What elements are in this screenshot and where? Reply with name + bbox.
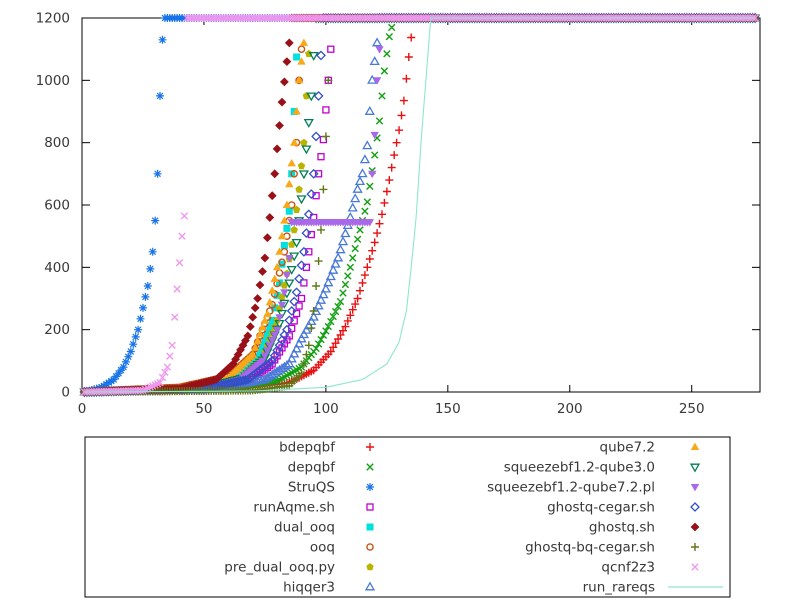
series-StruQS: [79, 13, 760, 397]
x-tick-label: 0: [78, 401, 87, 417]
y-tick-label: 800: [44, 135, 70, 151]
legend-item-qube7.2: qube7.2: [600, 440, 700, 456]
y-tick-label: 400: [44, 260, 70, 276]
legend-item-StruQS: StruQS: [288, 480, 375, 496]
x-tick-label: 100: [313, 401, 339, 417]
legend-item-squeezebf1.2-qube3.0: squeezebf1.2-qube3.0: [504, 460, 700, 476]
series-hiqqer3: [79, 13, 760, 396]
x-tick-label: 150: [435, 401, 461, 417]
legend-label: StruQS: [288, 480, 335, 496]
legend-label: runAqme.sh: [253, 500, 335, 516]
legend-marker-icon: [366, 523, 374, 531]
legend-marker-icon: [690, 502, 700, 512]
series-pre_dual_ooq.py: [80, 14, 759, 396]
series-ghostq.sh: [80, 13, 760, 397]
plot-border: [81, 17, 761, 393]
legend-label: ghostq-bq-cegar.sh: [525, 540, 655, 556]
legend-label: bdepqbf: [279, 440, 336, 456]
legend-marker-icon: [366, 563, 374, 571]
x-tick-label: 250: [679, 401, 705, 417]
legend-item-dual_ooq: dual_ooq: [274, 520, 374, 536]
legend-marker-icon: [366, 503, 374, 511]
series-qube7.2: [80, 13, 760, 395]
y-tick-label: 0: [61, 385, 70, 401]
y-tick-label: 600: [44, 198, 70, 214]
legend-item-ghostq-bq-cegar.sh: ghostq-bq-cegar.sh: [525, 540, 700, 556]
legend-marker-icon: [690, 442, 700, 450]
y-tick-label: 1000: [36, 73, 70, 89]
legend-label: pre_dual_ooq.py: [224, 560, 335, 576]
series-bdepqbf: [79, 13, 760, 397]
legend-marker-icon: [366, 543, 374, 551]
legend-marker-icon: [690, 484, 700, 492]
axis-ticks: 0 50 100 150 200 250 0 200 400 600 800 1000 1200: [36, 11, 760, 417]
series-depqbf: [80, 14, 759, 396]
legend-item-depqbf: depqbf: [288, 460, 374, 476]
x-tick-label: 200: [557, 401, 583, 417]
legend-item-ghostq-cegar.sh: ghostq-cegar.sh: [547, 500, 700, 516]
legend-item-ghostq.sh: ghostq.sh: [589, 520, 700, 536]
legend-item-qcnf2z3: qcnf2z3: [601, 560, 699, 576]
data-series-layer: [79, 13, 760, 397]
legend-item-runAqme.sh: runAqme.sh: [253, 500, 374, 516]
legend-marker-icon: [365, 442, 375, 452]
series-dual_ooq: [80, 14, 759, 396]
legend-item-run_rareqs: run_rareqs: [583, 580, 723, 596]
legend: bdepqbf depqbf StruQS runAqme.sh dual_ooqooq…: [84, 436, 731, 598]
series-ghostq-cegar.sh: [79, 13, 760, 397]
legend-box: [84, 436, 731, 598]
legend-label: hiqqer3: [283, 580, 335, 596]
legend-label: squeezebf1.2-qube3.0: [504, 460, 655, 476]
series-squeezebf1.2-qube7.2.pl: [80, 15, 760, 397]
series-qcnf2z3: [80, 14, 759, 396]
legend-marker-icon: [691, 563, 699, 571]
x-tick-label: 50: [195, 401, 212, 417]
legend-label: qube7.2: [600, 440, 655, 456]
legend-item-pre_dual_ooq.py: pre_dual_ooq.py: [224, 560, 374, 576]
series-squeezebf1.2-qube3.0: [79, 14, 760, 397]
legend-item-ooq: ooq: [310, 540, 374, 556]
legend-label: ghostq-cegar.sh: [547, 500, 655, 516]
legend-marker-icon: [690, 522, 700, 532]
legend-label: dual_ooq: [274, 520, 335, 536]
legend-label: qcnf2z3: [601, 560, 655, 576]
legend-item-hiqqer3: hiqqer3: [283, 580, 375, 596]
series-line: [84, 17, 756, 393]
series-run_rareqs: [84, 17, 756, 393]
legend-label: ooq: [310, 540, 335, 556]
legend-marker-icon: [365, 482, 375, 492]
series-ghostq-bq-cegar.sh: [79, 13, 760, 397]
series-runAqme.sh: [80, 14, 759, 396]
legend-marker-icon: [690, 463, 700, 472]
legend-label: depqbf: [288, 460, 337, 476]
series-ooq: [80, 14, 759, 396]
y-tick-label: 200: [44, 322, 70, 338]
legend-item-squeezebf1.2-qube7.2.pl: squeezebf1.2-qube7.2.pl: [487, 480, 700, 496]
legend-item-bdepqbf: bdepqbf: [279, 440, 375, 456]
legend-label: ghostq.sh: [589, 520, 655, 536]
y-tick-label: 1200: [36, 11, 70, 27]
legend-marker-icon: [690, 542, 700, 552]
legend-marker-icon: [366, 463, 374, 471]
legend-label: squeezebf1.2-qube7.2.pl: [487, 480, 655, 496]
legend-marker-icon: [365, 582, 375, 591]
legend-label: run_rareqs: [583, 580, 655, 596]
